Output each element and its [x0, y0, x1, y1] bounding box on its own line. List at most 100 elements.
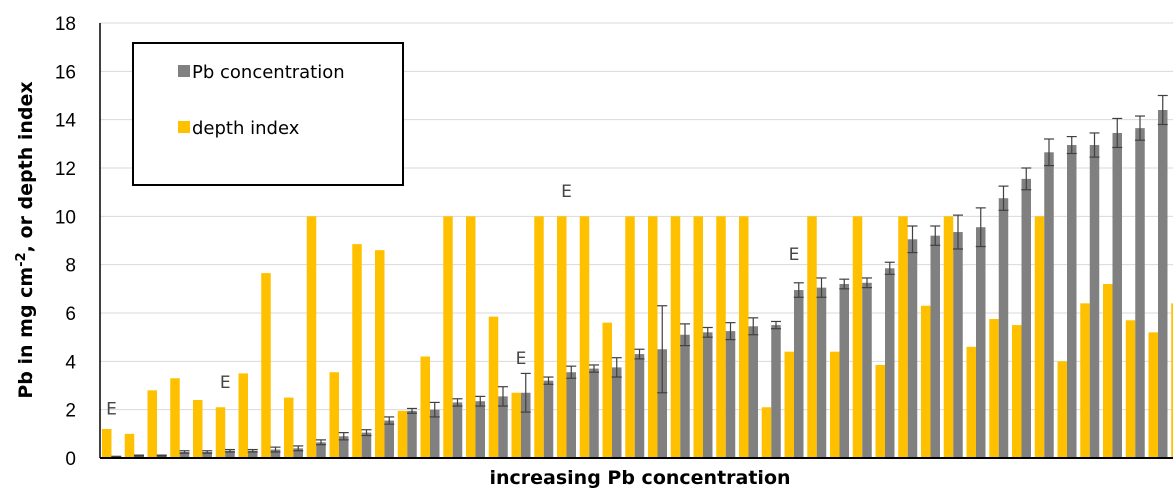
bar-depth-index: [557, 216, 567, 458]
bar-pb-concentration: [430, 409, 440, 458]
bar-pb-concentration: [452, 402, 463, 458]
bar-pb-concentration: [361, 432, 372, 458]
bar-depth-index: [1125, 320, 1136, 458]
bar-depth-index: [966, 346, 976, 458]
bar-depth-index: [648, 216, 658, 458]
annotation-label: E: [516, 349, 527, 369]
error-bar: [520, 372, 531, 413]
bar-pb-concentration: [976, 227, 986, 458]
bars: [102, 110, 1173, 459]
bar-depth-index: [352, 244, 362, 458]
bar-pb-concentration: [657, 349, 667, 458]
bar-pb-concentration: [862, 282, 872, 458]
error-bar: [930, 225, 941, 246]
y-tick-label: 12: [55, 159, 76, 180]
legend-swatch-pb: [178, 65, 190, 77]
bar-pb-concentration: [1135, 128, 1145, 458]
bar-depth-index: [716, 216, 726, 458]
annotation-label: E: [789, 245, 800, 265]
error-bar: [270, 446, 281, 453]
error-bar: [702, 326, 713, 338]
error-bar: [657, 305, 668, 394]
bar-depth-index: [534, 216, 544, 458]
bar-depth-index: [443, 216, 453, 458]
error-bar: [156, 454, 167, 457]
y-tick-label: 2: [65, 401, 76, 422]
bar-depth-index: [579, 216, 590, 458]
bar-depth-index: [375, 250, 385, 458]
y-tick-label: 8: [65, 256, 76, 277]
bar-pb-concentration: [384, 420, 394, 458]
error-bar: [1112, 117, 1123, 149]
bar-pb-concentration: [225, 450, 235, 458]
bar-depth-index: [511, 392, 521, 458]
annotation-label: E: [561, 182, 572, 202]
error-bar: [338, 432, 349, 441]
bar-pb-concentration: [998, 198, 1009, 459]
y-tick-label: 10: [55, 207, 76, 228]
bar-pb-concentration: [293, 448, 303, 458]
bar-pb-concentration: [839, 284, 849, 458]
error-bar: [975, 207, 986, 248]
bar-pb-concentration: [612, 367, 622, 458]
bar-depth-index: [102, 429, 112, 458]
bar-depth-index: [147, 390, 157, 458]
error-bar: [998, 185, 1009, 211]
error-bar: [589, 364, 599, 373]
y-axis-label: Pb in mg cm-2, or depth index: [14, 81, 37, 398]
bar-depth-index: [693, 216, 703, 458]
bar-pb-concentration: [725, 331, 736, 458]
bar-pb-concentration: [202, 451, 212, 458]
bar-depth-index: [898, 216, 908, 458]
bar-depth-index: [761, 407, 772, 458]
bar-pb-concentration: [475, 401, 485, 458]
y-tick-label: 16: [55, 62, 76, 83]
bar-depth-index: [989, 319, 999, 458]
bar-pb-concentration: [794, 290, 804, 458]
bar-pb-concentration: [1021, 178, 1031, 458]
error-bar: [634, 348, 645, 360]
bar-depth-index: [215, 407, 226, 458]
bar-pb-concentration: [543, 380, 554, 458]
bar-depth-index: [1148, 332, 1158, 458]
error-bar: [611, 357, 622, 378]
bar-depth-index: [852, 216, 863, 458]
legend-label-pb: Pb concentration: [192, 62, 345, 83]
bar-depth-index: [1103, 284, 1113, 458]
error-bar: [725, 322, 736, 341]
legend: Pb concentration depth index: [132, 42, 404, 186]
legend-swatch-depth: [178, 121, 190, 133]
bar-depth-index: [943, 216, 954, 458]
annotations: E E E E E: [106, 182, 799, 420]
bar-pb-concentration: [248, 450, 258, 458]
bar-depth-index: [830, 351, 840, 458]
error-bar: [407, 407, 417, 414]
bar-depth-index: [807, 216, 817, 458]
error-bar: [498, 386, 508, 407]
error-bar: [953, 214, 963, 250]
bar-pb-concentration: [885, 268, 895, 458]
bar-depth-index: [397, 410, 408, 458]
error-bar: [316, 439, 326, 446]
bar-pb-concentration: [816, 287, 827, 458]
bar-depth-index: [1057, 361, 1067, 458]
error-bar: [293, 445, 304, 452]
bar-depth-index: [784, 351, 794, 458]
error-bar: [839, 278, 850, 290]
error-bar: [1157, 94, 1168, 126]
y-tick-label: 14: [55, 111, 77, 132]
error-bar: [771, 320, 781, 330]
bar-depth-index: [261, 273, 271, 458]
bar-depth-index: [306, 216, 317, 458]
bar-pb-concentration: [930, 235, 940, 458]
error-bar: [429, 401, 440, 418]
bar-depth-index: [329, 372, 339, 458]
bar-pb-concentration: [498, 396, 508, 458]
error-bars: [111, 94, 1168, 458]
error-bar: [1135, 115, 1145, 141]
bar-pb-concentration: [1112, 132, 1122, 459]
bar-depth-index: [921, 305, 931, 458]
bar-pb-concentration: [157, 455, 167, 458]
annotation-label: E: [220, 373, 231, 393]
